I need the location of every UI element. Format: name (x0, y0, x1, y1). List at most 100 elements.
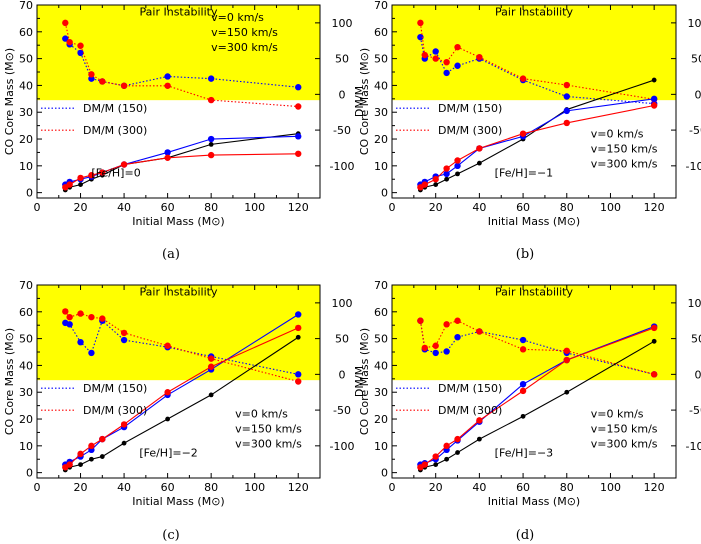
core-point-black (455, 171, 460, 177)
core-point-red (519, 130, 527, 137)
dm-point-blue (66, 321, 73, 328)
y-tick-label: 60 (19, 26, 33, 39)
dm-point-red (650, 371, 658, 378)
x-tick-label: 0 (34, 481, 41, 494)
band-label: Pair Instability (495, 286, 573, 299)
core-point-black (476, 436, 482, 442)
dm-point-red (207, 355, 215, 362)
y-tick-label: 0 (26, 187, 33, 200)
panel-caption: (c) (162, 528, 179, 543)
y-tick-label: 30 (19, 106, 33, 119)
y-tick-label: 40 (19, 79, 33, 92)
x-axis-title: Initial Mass (M⊙) (488, 495, 580, 508)
y2-tick-label: 50 (691, 53, 701, 66)
dm-legend-label: DM/M (150) (438, 102, 502, 115)
dm-legend-label: DM/M (300) (83, 124, 147, 137)
y2-tick-label: -50 (689, 404, 701, 417)
core-point-red (519, 387, 527, 395)
y2-tick-label: 100 (332, 297, 353, 310)
core-point-blue (454, 162, 461, 170)
y-tick-label: 70 (19, 0, 33, 12)
panel-caption: (a) (162, 247, 180, 262)
x-tick-label: 0 (34, 201, 41, 214)
core-point-black (99, 454, 105, 459)
y2-tick-label: -100 (686, 160, 701, 173)
metallicity-label: [Fe/H]=−2 (139, 447, 198, 460)
core-point-red (295, 324, 302, 332)
x-tick-label: 100 (244, 201, 265, 214)
dm-point-red (476, 328, 483, 335)
y-tick-label: 20 (19, 413, 33, 426)
y-tick-label: 20 (19, 133, 33, 146)
x-tick-label: 40 (472, 481, 486, 494)
core-point-red (88, 442, 95, 450)
chart-panel-b: Pair Instability 0 20 40 60 80 100 120 0 10 20 30 40… (358, 0, 701, 262)
dm-point-blue (454, 62, 461, 69)
core-point-black (564, 389, 570, 395)
core-point-red (432, 453, 439, 460)
x-tick-label: 100 (244, 481, 265, 494)
core-point-red (295, 150, 302, 157)
core-point-black (433, 182, 439, 187)
velocity-legend-entry: v=300 km/s (211, 41, 278, 54)
y2-tick-label: 0 (339, 368, 346, 381)
core-point-red (99, 435, 106, 443)
dm-point-red (88, 71, 95, 78)
core-point-red (454, 157, 461, 164)
plot-frame (36, 284, 321, 479)
core-point-blue (519, 380, 527, 388)
core-point-red (207, 363, 215, 370)
x-tick-label: 120 (644, 481, 665, 494)
dm-point-blue (417, 33, 424, 41)
dm-point-red (207, 96, 215, 104)
dm-point-red (563, 347, 570, 354)
chart-panel-c: Pair Instability 0 20 40 60 80 100 120 0 10 20 30 40… (3, 279, 366, 543)
velocity-legend-entry: v=300 km/s (591, 438, 658, 451)
core-series-line-black (65, 133, 299, 191)
core-point-red (650, 324, 658, 332)
plot-frame (391, 4, 677, 199)
x-tick-label: 120 (644, 201, 665, 214)
dm-point-blue (563, 93, 570, 100)
y2-tick-label: 0 (339, 88, 346, 101)
core-point-blue (443, 170, 450, 178)
core-point-black (444, 456, 450, 462)
core-point-red (66, 461, 73, 468)
x-tick-label: 0 (389, 481, 396, 494)
dm-point-red (99, 78, 106, 85)
y2-tick-label: -100 (686, 440, 701, 453)
dm-point-red (421, 51, 428, 59)
y-tick-label: 20 (374, 413, 388, 426)
dm-point-red (77, 42, 84, 49)
y-axis-title: CO Core Mass (M⊙) (358, 48, 371, 155)
y-tick-label: 40 (19, 359, 33, 372)
y2-tick-label: 50 (335, 53, 349, 66)
core-point-red (432, 176, 439, 183)
metallicity-label: [Fe/H]=0 (91, 167, 140, 180)
velocity-legend-entry: v=150 km/s (211, 26, 278, 39)
dm-legend-label: DM/M (300) (83, 404, 147, 417)
dm-point-blue (88, 349, 95, 357)
core-point-red (77, 450, 84, 458)
plot-frame (36, 4, 321, 199)
y-tick-label: 60 (19, 306, 33, 319)
x-tick-label: 20 (74, 201, 88, 214)
dm-series-line-red (64, 311, 299, 383)
y-tick-label: 20 (374, 133, 388, 146)
metallicity-label: [Fe/H]=−3 (495, 447, 553, 460)
dm-point-blue (519, 336, 527, 344)
y-tick-label: 10 (19, 440, 33, 453)
pair-instability-band (392, 285, 676, 381)
dm-point-blue (120, 336, 128, 344)
dm-point-red (417, 317, 424, 324)
y-tick-label: 10 (374, 440, 388, 453)
core-point-red (207, 151, 215, 159)
x-tick-label: 80 (560, 481, 574, 494)
dm-point-blue (207, 75, 215, 82)
chart-panel-a: Pair Instability 0 20 40 60 80 100 120 0 10 20 30 40… (3, 0, 366, 262)
x-tick-label: 80 (204, 201, 218, 214)
x-tick-label: 60 (161, 481, 175, 494)
dm-legend-label: DM/M (300) (438, 404, 502, 417)
dm-point-red (164, 342, 171, 349)
core-point-red (99, 169, 106, 176)
